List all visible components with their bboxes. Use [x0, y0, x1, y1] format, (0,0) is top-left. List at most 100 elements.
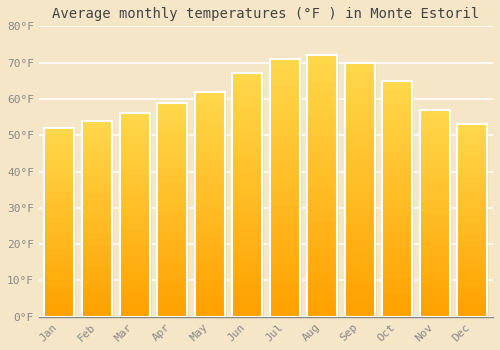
- Bar: [44, 166, 74, 172]
- Bar: [44, 260, 74, 266]
- Bar: [44, 279, 74, 285]
- Bar: [382, 215, 412, 222]
- Bar: [345, 240, 375, 249]
- Bar: [270, 102, 300, 111]
- Bar: [382, 191, 412, 199]
- Bar: [82, 186, 112, 193]
- Bar: [458, 227, 488, 233]
- Bar: [157, 274, 187, 281]
- Bar: [382, 97, 412, 104]
- Bar: [420, 110, 450, 317]
- Bar: [307, 308, 338, 317]
- Bar: [345, 283, 375, 292]
- Bar: [120, 174, 150, 181]
- Bar: [120, 134, 150, 141]
- Bar: [232, 252, 262, 260]
- Bar: [232, 98, 262, 106]
- Bar: [120, 113, 150, 317]
- Bar: [307, 108, 338, 116]
- Bar: [157, 167, 187, 174]
- Bar: [345, 181, 375, 190]
- Bar: [458, 253, 488, 259]
- Bar: [44, 153, 74, 160]
- Bar: [270, 265, 300, 274]
- Bar: [307, 134, 338, 142]
- Bar: [382, 262, 412, 270]
- Bar: [345, 206, 375, 215]
- Bar: [232, 219, 262, 228]
- Bar: [120, 310, 150, 317]
- Bar: [458, 298, 488, 304]
- Bar: [82, 271, 112, 278]
- Bar: [458, 182, 488, 189]
- Bar: [44, 178, 74, 184]
- Bar: [270, 145, 300, 154]
- Bar: [44, 304, 74, 310]
- Bar: [44, 241, 74, 247]
- Bar: [194, 242, 224, 249]
- Bar: [345, 63, 375, 317]
- Bar: [458, 137, 488, 144]
- Bar: [345, 156, 375, 164]
- Bar: [270, 179, 300, 188]
- Bar: [44, 134, 74, 141]
- Bar: [232, 74, 262, 82]
- Bar: [270, 59, 300, 317]
- Bar: [345, 266, 375, 274]
- Bar: [157, 124, 187, 131]
- Bar: [157, 103, 187, 110]
- Bar: [82, 193, 112, 199]
- Bar: [194, 92, 224, 99]
- Bar: [157, 110, 187, 117]
- Bar: [458, 304, 488, 310]
- Bar: [194, 189, 224, 197]
- Bar: [120, 303, 150, 310]
- Bar: [194, 302, 224, 309]
- Bar: [270, 68, 300, 76]
- Bar: [345, 122, 375, 131]
- Bar: [420, 255, 450, 261]
- Bar: [120, 147, 150, 154]
- Bar: [157, 260, 187, 267]
- Bar: [307, 238, 338, 247]
- Bar: [232, 203, 262, 211]
- Bar: [270, 128, 300, 136]
- Bar: [82, 225, 112, 232]
- Bar: [420, 275, 450, 282]
- Bar: [232, 260, 262, 268]
- Bar: [120, 262, 150, 270]
- Bar: [232, 236, 262, 244]
- Bar: [307, 55, 338, 317]
- Bar: [345, 63, 375, 317]
- Bar: [44, 141, 74, 147]
- Bar: [44, 172, 74, 178]
- Bar: [420, 165, 450, 172]
- Bar: [420, 151, 450, 158]
- Bar: [270, 76, 300, 85]
- Bar: [232, 171, 262, 179]
- Bar: [345, 190, 375, 198]
- Bar: [458, 176, 488, 182]
- Bar: [120, 154, 150, 161]
- Bar: [82, 173, 112, 180]
- Bar: [157, 245, 187, 253]
- Bar: [44, 266, 74, 273]
- Bar: [157, 103, 187, 317]
- Bar: [420, 124, 450, 131]
- Bar: [307, 256, 338, 265]
- Bar: [120, 127, 150, 134]
- Bar: [194, 114, 224, 122]
- Bar: [194, 197, 224, 204]
- Bar: [232, 90, 262, 98]
- Bar: [157, 302, 187, 310]
- Bar: [270, 222, 300, 231]
- Bar: [232, 268, 262, 276]
- Bar: [458, 220, 488, 227]
- Bar: [307, 125, 338, 134]
- Bar: [458, 266, 488, 272]
- Bar: [44, 128, 74, 317]
- Bar: [345, 224, 375, 232]
- Bar: [82, 127, 112, 134]
- Bar: [307, 186, 338, 195]
- Bar: [458, 131, 488, 137]
